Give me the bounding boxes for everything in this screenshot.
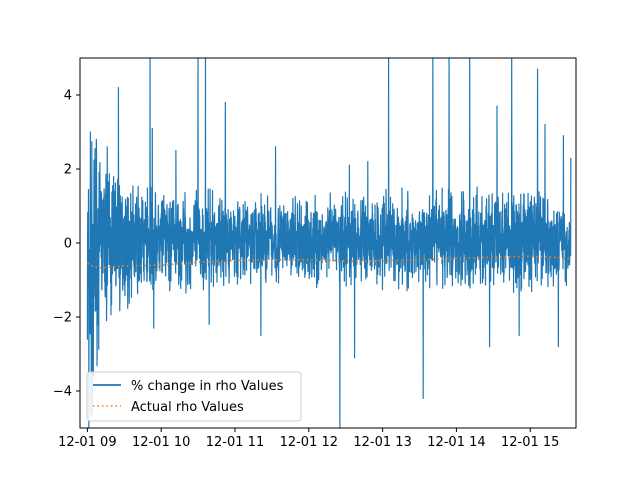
y-tick-label: 4 (64, 89, 72, 104)
legend-box (86, 371, 302, 422)
y-tick-label: 2 (64, 163, 72, 178)
y-axis: −4 −2 0 2 4 (53, 89, 80, 400)
legend: % change in rho Values Actual rho Values (86, 371, 302, 422)
y-tick-label: −2 (53, 311, 72, 326)
x-axis: 12-01 09 12-01 10 12-01 11 12-01 12 12-01 13… (58, 428, 559, 450)
y-tick-label: 0 (64, 237, 72, 252)
legend-label-actual: Actual rho Values (131, 400, 244, 415)
x-tick-label: 12-01 14 (427, 435, 485, 450)
x-tick-label: 12-01 10 (132, 435, 190, 450)
x-tick-label: 12-01 15 (501, 435, 559, 450)
x-tick-label: 12-01 13 (353, 435, 411, 450)
series-layer (86, 58, 572, 428)
series-line-pct-change (86, 58, 572, 428)
x-tick-label: 12-01 09 (58, 435, 116, 450)
x-tick-label: 12-01 11 (206, 435, 264, 450)
x-tick-label: 12-01 12 (280, 435, 338, 450)
legend-label-pct-change: % change in rho Values (131, 379, 284, 394)
y-tick-label: −4 (53, 385, 72, 400)
